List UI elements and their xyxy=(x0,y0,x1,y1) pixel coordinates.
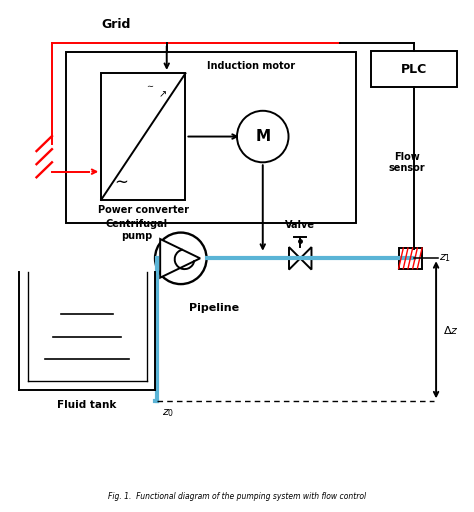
Polygon shape xyxy=(160,239,200,278)
Bar xyxy=(371,51,457,88)
Circle shape xyxy=(237,111,289,162)
Text: M: M xyxy=(255,129,270,144)
Text: Grid: Grid xyxy=(101,17,130,31)
Text: $\sim$: $\sim$ xyxy=(146,80,155,90)
Bar xyxy=(399,248,422,269)
Text: Centrifugal
pump: Centrifugal pump xyxy=(105,220,167,241)
Text: Power converter: Power converter xyxy=(98,205,189,215)
Text: Valve: Valve xyxy=(285,220,315,229)
Polygon shape xyxy=(289,247,300,270)
Text: PLC: PLC xyxy=(401,62,427,76)
Text: $\sim$: $\sim$ xyxy=(111,172,128,190)
Text: Induction motor: Induction motor xyxy=(207,61,295,71)
Text: Fluid tank: Fluid tank xyxy=(57,400,117,410)
Bar xyxy=(66,52,356,223)
Circle shape xyxy=(155,232,207,284)
Text: $\Delta z$: $\Delta z$ xyxy=(443,324,459,336)
Polygon shape xyxy=(300,247,311,270)
Text: Fig. 1.  Functional diagram of the pumping system with flow control: Fig. 1. Functional diagram of the pumpin… xyxy=(108,492,366,501)
Text: Pipeline: Pipeline xyxy=(189,303,238,312)
Text: $z_0$: $z_0$ xyxy=(162,407,174,419)
Bar xyxy=(101,73,185,200)
Text: $\nearrow$: $\nearrow$ xyxy=(157,90,167,99)
Text: $z_1$: $z_1$ xyxy=(439,252,451,264)
Text: Flow
sensor: Flow sensor xyxy=(389,152,425,173)
